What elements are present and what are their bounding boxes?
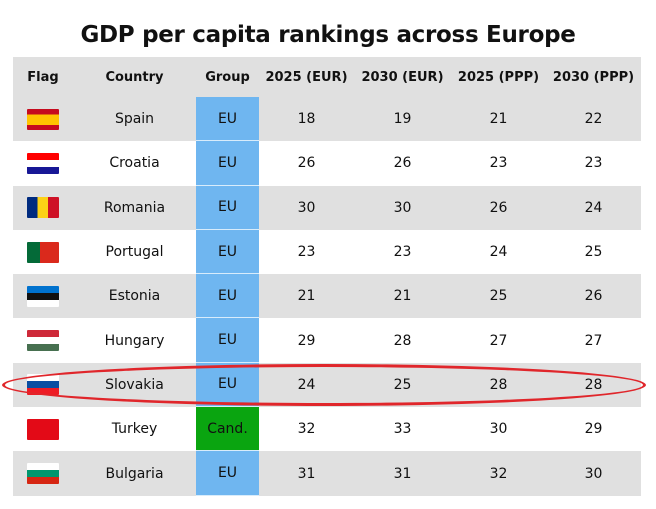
slovakia-flag-icon [27, 374, 59, 396]
table-row: Bulgaria EU 31 31 32 30 [13, 451, 641, 496]
bulgaria-flag-icon [27, 463, 59, 485]
header-group[interactable]: Group [205, 69, 250, 85]
value-2025-ppp: 28 [489, 376, 508, 393]
gdp-table: Flag Country Group 2025 (EUR) 2030 (EUR)… [13, 57, 641, 496]
country-cell: Turkey [111, 421, 158, 438]
value-2030-ppp: 27 [584, 332, 603, 349]
value-2030-ppp: 26 [584, 288, 603, 305]
value-2025-ppp: 24 [489, 244, 508, 261]
value-2030-eur: 23 [393, 244, 412, 261]
table-row: Hungary EU 29 28 27 27 [13, 318, 641, 363]
table-row: Portugal EU 23 23 24 25 [13, 229, 641, 275]
value-2025-ppp: 30 [489, 421, 508, 438]
value-2025-eur: 26 [297, 155, 316, 172]
value-2025-eur: 23 [297, 244, 316, 261]
header-2030-ppp[interactable]: 2030 (PPP) [552, 69, 635, 85]
portugal-flag-icon [27, 241, 59, 263]
value-2030-eur: 33 [393, 421, 412, 438]
value-2030-ppp: 30 [584, 465, 603, 482]
romania-flag-icon [27, 197, 59, 219]
table-row: Turkey Cand. 32 33 30 29 [13, 407, 641, 452]
value-2030-eur: 25 [393, 376, 412, 393]
table-row: Estonia EU 21 21 25 26 [13, 274, 641, 319]
value-2025-ppp: 26 [489, 199, 508, 216]
country-cell: Hungary [104, 332, 165, 349]
value-2030-eur: 28 [393, 332, 412, 349]
group-badge: EU [196, 318, 259, 363]
turkey-flag-icon [27, 418, 59, 440]
value-2030-ppp: 23 [584, 155, 603, 172]
country-cell: Spain [114, 111, 155, 128]
group-badge: EU [196, 274, 259, 319]
table-header: Flag Country Group 2025 (EUR) 2030 (EUR)… [13, 57, 641, 97]
table-row: Spain EU 18 19 21 22 [13, 97, 641, 142]
croatia-flag-icon [27, 152, 59, 174]
value-2030-ppp: 28 [584, 376, 603, 393]
group-badge: EU [196, 141, 259, 186]
flag-cell [13, 97, 73, 141]
value-2030-ppp: 29 [584, 421, 603, 438]
value-2030-eur: 21 [393, 288, 412, 305]
value-2025-ppp: 27 [489, 332, 508, 349]
value-2025-eur: 18 [297, 111, 316, 128]
value-2025-eur: 31 [297, 465, 316, 482]
table-row: Romania EU 30 30 26 24 [13, 185, 641, 230]
value-2030-eur: 26 [393, 155, 412, 172]
group-badge: EU [196, 362, 259, 408]
country-cell: Estonia [108, 288, 161, 305]
page-title: GDP per capita rankings across Europe [80, 22, 576, 48]
value-2025-eur: 29 [297, 332, 316, 349]
country-cell: Portugal [105, 244, 164, 261]
value-2030-eur: 19 [393, 111, 412, 128]
flag-cell [13, 230, 73, 274]
country-cell: Romania [103, 199, 166, 216]
country-cell: Croatia [109, 155, 160, 172]
flag-cell [13, 451, 73, 495]
group-badge: EU [196, 97, 259, 142]
table-row: Slovakia EU 24 25 28 28 [13, 362, 641, 408]
country-cell: Bulgaria [105, 465, 164, 482]
group-badge: EU [196, 229, 259, 275]
spain-flag-icon [27, 108, 59, 130]
value-2030-ppp: 25 [584, 244, 603, 261]
header-2025-eur[interactable]: 2025 (EUR) [265, 69, 348, 85]
value-2030-ppp: 22 [584, 111, 603, 128]
value-2030-eur: 31 [393, 465, 412, 482]
value-2025-eur: 24 [297, 376, 316, 393]
flag-cell [13, 186, 73, 230]
value-2025-eur: 32 [297, 421, 316, 438]
value-2025-eur: 21 [297, 288, 316, 305]
flag-cell [13, 363, 73, 407]
flag-cell [13, 141, 73, 185]
group-badge: Cand. [196, 407, 259, 452]
value-2025-ppp: 32 [489, 465, 508, 482]
value-2030-eur: 30 [393, 199, 412, 216]
flag-cell [13, 407, 73, 451]
value-2030-ppp: 24 [584, 199, 603, 216]
value-2025-ppp: 23 [489, 155, 508, 172]
value-2025-eur: 30 [297, 199, 316, 216]
flag-cell [13, 274, 73, 318]
value-2025-ppp: 25 [489, 288, 508, 305]
country-cell: Slovakia [105, 376, 164, 393]
header-flag[interactable]: Flag [27, 69, 59, 85]
value-2025-ppp: 21 [489, 111, 508, 128]
estonia-flag-icon [27, 285, 59, 307]
table-row: Croatia EU 26 26 23 23 [13, 141, 641, 186]
header-country[interactable]: Country [105, 69, 164, 85]
header-2030-eur[interactable]: 2030 (EUR) [361, 69, 444, 85]
group-badge: EU [196, 185, 259, 230]
hungary-flag-icon [27, 330, 59, 352]
group-badge: EU [196, 451, 259, 496]
flag-cell [13, 318, 73, 362]
header-2025-ppp[interactable]: 2025 (PPP) [457, 69, 540, 85]
